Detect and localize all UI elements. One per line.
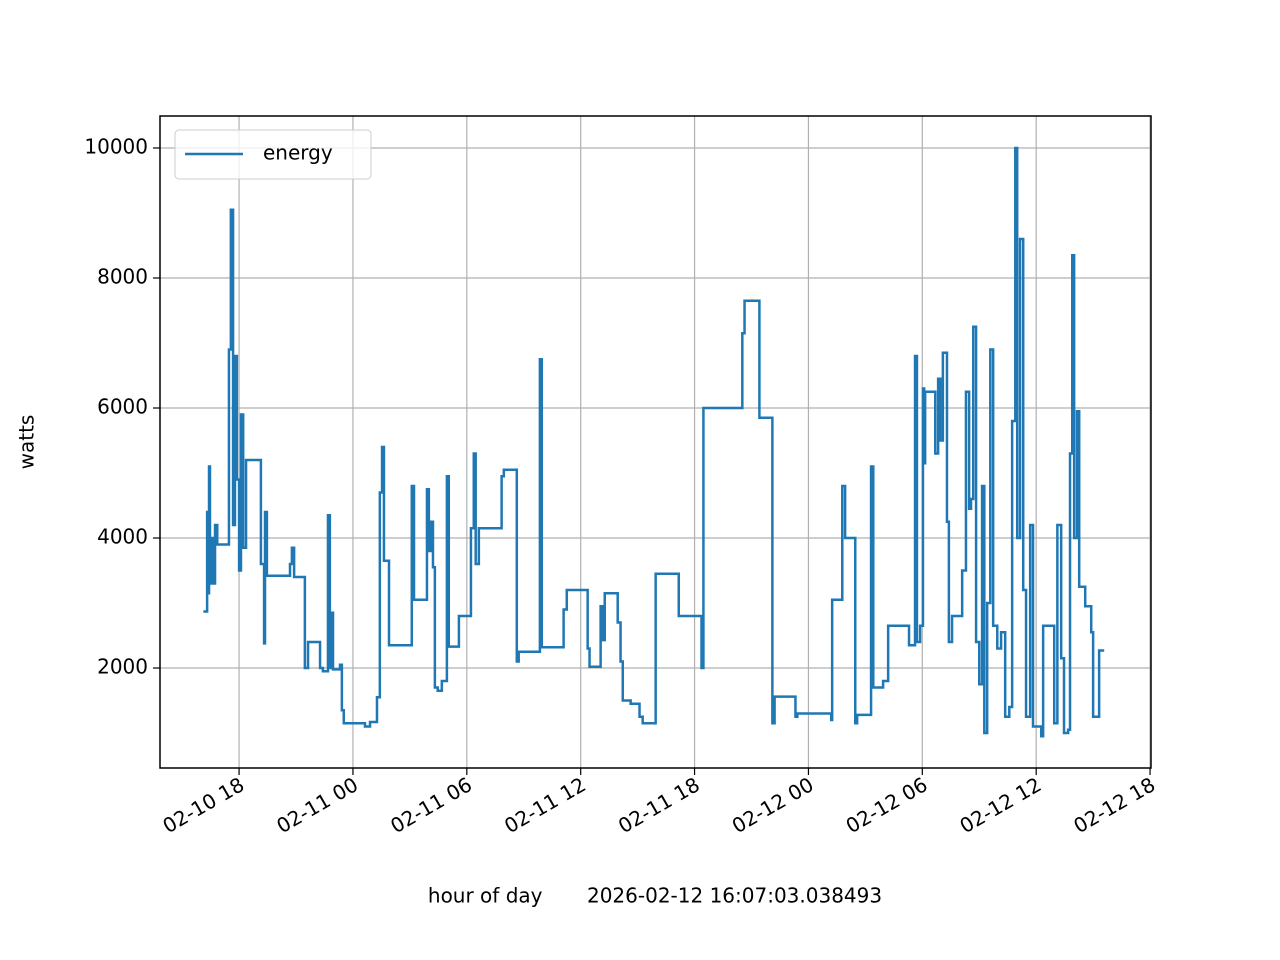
y-tick-label: 6000: [97, 395, 148, 419]
y-axis-label: watts: [15, 415, 39, 470]
energy-line: [203, 146, 1105, 738]
y-tick-label: 8000: [97, 264, 148, 288]
grid: [160, 116, 1151, 768]
axes-frame: [159, 115, 1152, 769]
legend-box: [174, 129, 372, 180]
legend-label: energy: [263, 141, 333, 165]
y-tick-label: 4000: [97, 525, 148, 549]
y-tick-label: 2000: [97, 655, 148, 679]
plot-area: [203, 146, 1105, 738]
x-axis-label: hour of day 2026-02-12 16:07:03.038493: [428, 884, 882, 908]
y-tick-label: 10000: [84, 134, 148, 158]
legend: energy: [174, 129, 372, 180]
